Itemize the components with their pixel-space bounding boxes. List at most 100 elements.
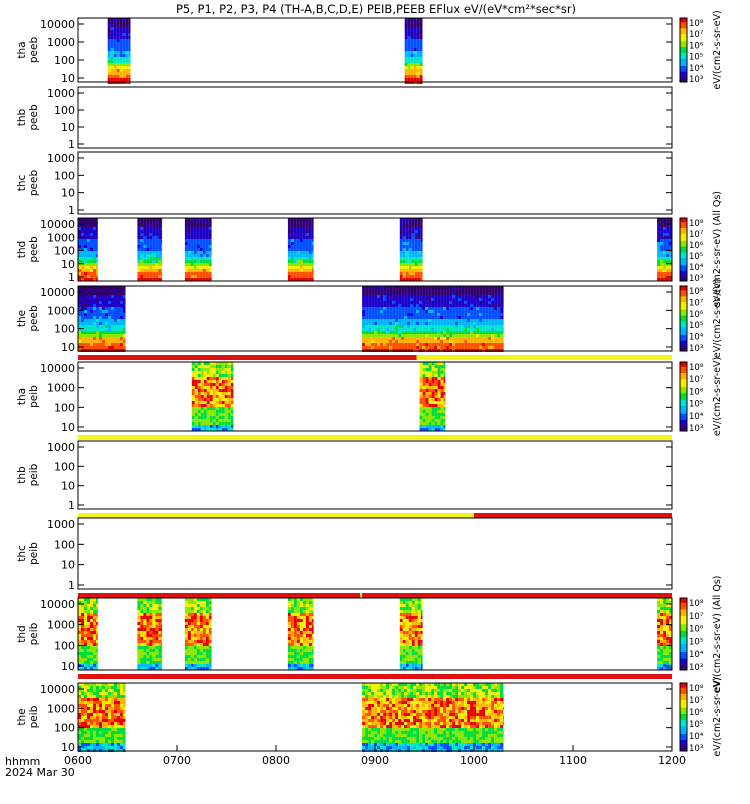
y-tick-label-thc-peeb: 10 [61,187,75,200]
y-tick-label-thd-peib: 10 [61,660,75,673]
data-interval-the-peib-0 [78,683,126,752]
data-interval-thd-peib-2 [185,598,212,670]
colorbar-label-the-peib: eV/(cm2-s-sr-eV) [712,677,723,756]
flag-segment [78,355,417,360]
y-tick-label-thc-peib: 1 [68,579,75,592]
y-tick-label-the-peeb: 10 [61,341,75,354]
colorbar-label-thd-peib: eV/(cm2-s-sr-eV) (All Qs) [712,576,723,693]
y-axis-label-tha-peib: thapeib [16,385,40,408]
colorbar-tick-thd-peeb: 10⁵ [689,252,703,262]
colorbar-tick-tha-peib: 10⁵ [689,400,703,410]
y-axis-label-the-peib: thepeib [16,705,40,728]
panel-frame-tha-peeb [78,18,672,82]
colorbar-tick-the-peib: 10⁶ [689,708,704,718]
x-tick-label: 1100 [559,754,587,767]
colorbar-tick-tha-peeb: 10⁶ [689,41,704,51]
data-interval-tha-peib-1 [420,362,446,431]
colorbar-tick-thd-peib: 10⁶ [689,625,704,635]
data-interval-tha-peeb-0 [108,18,131,84]
y-tick-label-tha-peib: 100 [54,401,75,414]
colorbar-label-the-peeb: eV/(cm2-s-sr-eV) [712,279,723,358]
flag-segment [360,593,362,598]
colorbar-tick-thd-peeb: 10⁸ [689,219,704,229]
y-tick-label-the-peib: 100 [54,722,75,735]
y-tick-label-thd-peib: 100 [54,639,75,652]
flag-segment [362,593,672,598]
data-interval-tha-peeb-1 [405,18,423,84]
flag-bar-thd-peib [78,674,672,679]
spectrogram-tha-peib [192,362,446,431]
y-axis-label-thc-peeb: thcpeeb [16,170,40,197]
y-axis-label-thb-peib: thbpeib [16,463,40,486]
x-tick-label: 1000 [460,754,488,767]
flag-bar-tha-peib [78,435,672,440]
colorbar-tick-the-peeb: 10⁵ [689,321,703,331]
flag-segment [78,674,672,679]
colorbar-tick-tha-peeb: 10⁷ [689,30,704,40]
flag-bar-the-peeb [78,355,672,360]
colorbar-label-tha-peib: eV/(cm2-s-sr-eV) [712,357,723,436]
panel-frame-thb-peeb [78,87,672,148]
colorbar-tick-tha-peib: 10⁷ [689,375,704,385]
colorbar-tick-tha-peeb: 10⁸ [689,19,704,29]
flag-segment [78,435,672,440]
y-axis-label-the-peeb: thepeeb [16,305,40,332]
y-tick-label-thb-peib: 1 [68,499,75,512]
spectrogram-the-peib [78,683,504,752]
y-axis-label-thd-peeb: thdpeeb [16,236,40,263]
colorbar-tick-the-peib: 10⁷ [689,696,704,706]
y-tick-label-thc-peeb: 100 [54,169,75,182]
flag-bar-thb-peib [78,513,672,518]
y-axis-label-thb-peeb: thbpeeb [16,104,40,131]
y-tick-label-thb-peib: 100 [54,460,75,473]
spectrogram-thd-peeb [78,218,672,281]
y-tick-label-thd-peeb: 10 [61,258,75,271]
y-tick-label-the-peeb: 1000 [47,304,75,317]
colorbar-tick-thd-peeb: 10⁶ [689,241,704,251]
colorbar-tick-the-peib: 10³ [689,744,703,754]
data-interval-thd-peib-5 [657,598,672,670]
flag-segment [78,593,360,598]
colorbar-label-tha-peeb: eV/(cm2-s-sr-eV) [712,10,723,89]
spectrogram-thd-peib [78,598,672,670]
chart-title: P5, P1, P2, P3, P4 (TH-A,B,C,D,E) PEIB,P… [176,2,576,16]
data-interval-thd-peib-4 [400,598,423,670]
colorbar-tick-tha-peib: 10⁴ [689,412,704,422]
colorbar-tick-the-peib: 10⁵ [689,720,703,730]
colorbar-tick-the-peeb: 10³ [689,344,703,354]
y-tick-label-thc-peib: 100 [54,538,75,551]
colorbar-tick-the-peib: 10⁸ [689,684,704,694]
y-tick-label-tha-peib: 1000 [47,382,75,395]
y-tick-label-tha-peeb: 10000 [40,18,75,31]
y-tick-label-tha-peib: 10000 [40,362,75,375]
data-interval-thd-peeb-0 [78,218,98,281]
y-axis-label-tha-peeb: thapeeb [16,37,40,64]
y-tick-label-thd-peeb: 100 [54,245,75,258]
panel-frame-thc-peib [78,518,672,589]
data-interval-thd-peib-3 [288,598,314,670]
y-tick-label-the-peib: 10 [61,741,75,754]
flag-segment [474,513,672,518]
y-axis-label-thc-peib: thcpeib [16,542,40,565]
y-tick-label-tha-peeb: 1000 [47,36,75,49]
colorbar-tick-the-peeb: 10⁸ [689,287,704,297]
y-tick-label-thc-peib: 1000 [47,518,75,531]
colorbar-tick-thd-peib: 10⁴ [689,650,704,660]
x-tick-label: 0800 [262,754,290,767]
y-tick-label-thb-peeb: 10 [61,121,75,134]
colorbar-tick-thd-peib: 10³ [689,663,703,673]
data-interval-thd-peeb-3 [288,218,314,281]
y-tick-label-thb-peib: 10 [61,480,75,493]
y-tick-label-the-peib: 10000 [40,683,75,696]
colorbar-tick-tha-peeb: 10⁵ [689,53,703,63]
y-tick-label-tha-peeb: 100 [54,54,75,67]
colorbar-tick-the-peeb: 10⁶ [689,310,704,320]
y-tick-label-tha-peib: 10 [61,421,75,434]
y-tick-label-thc-peeb: 1 [68,204,75,217]
